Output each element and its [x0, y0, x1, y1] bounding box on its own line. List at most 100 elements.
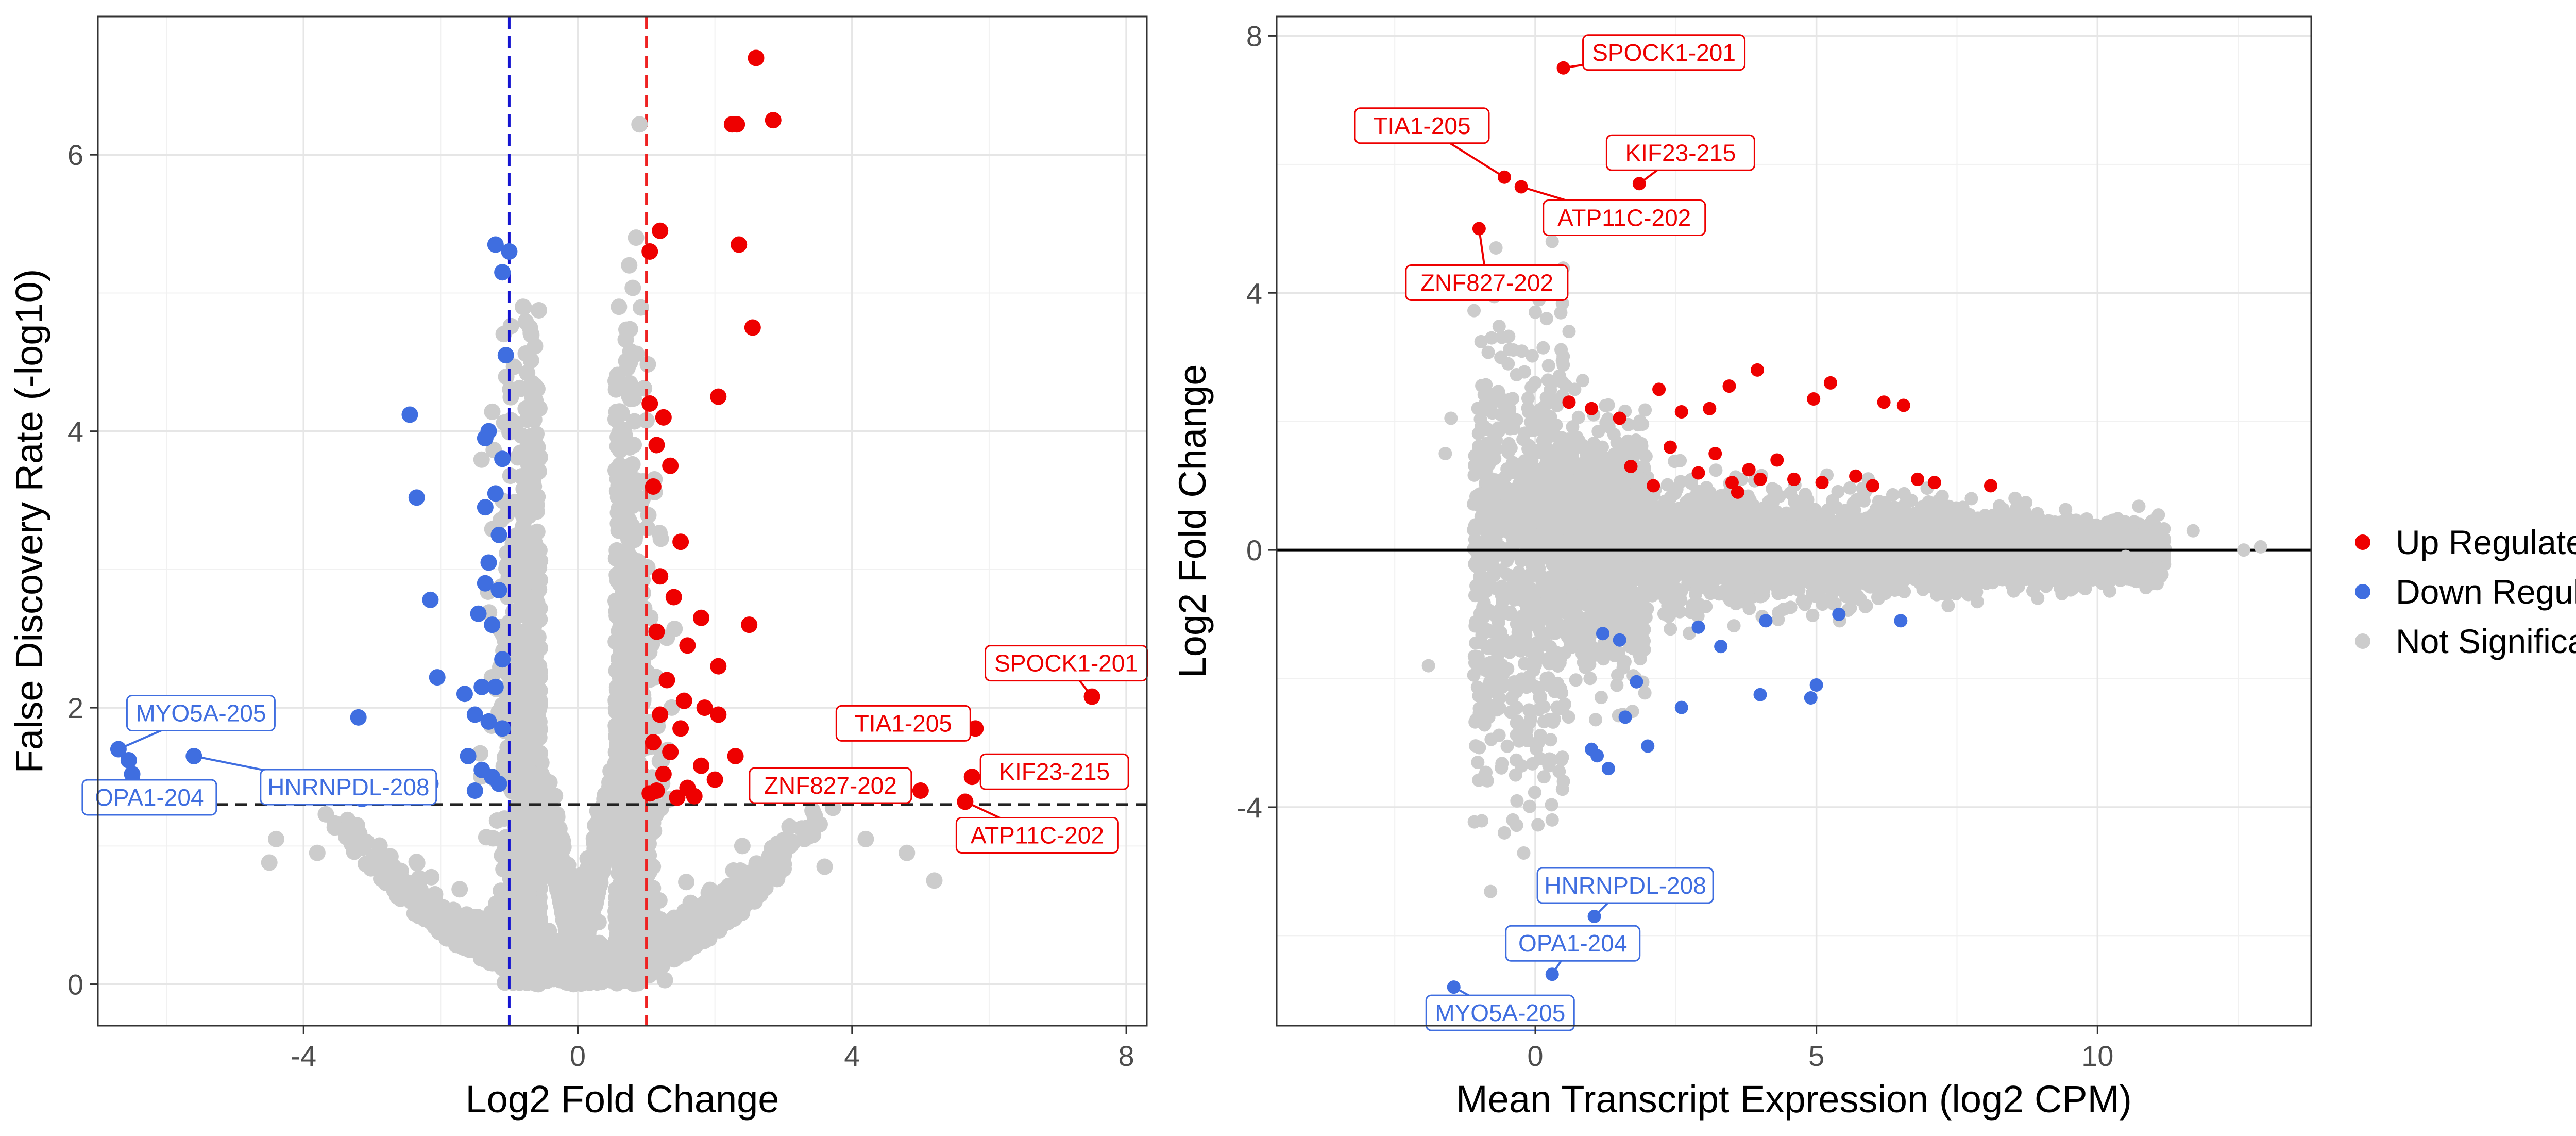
ns-point [529, 851, 546, 868]
ns-point [549, 806, 566, 823]
ns-point [633, 804, 650, 821]
ns-point [616, 783, 633, 800]
ns-point [317, 806, 334, 823]
ns-point [619, 545, 636, 562]
ns-point [423, 868, 440, 886]
ns-point [518, 505, 535, 522]
ns-point [492, 512, 509, 529]
ns-point [551, 865, 568, 882]
ns-point [804, 802, 821, 819]
ns-point [484, 403, 501, 420]
ns-point [507, 720, 524, 737]
ns-point [725, 862, 742, 879]
volcano-plot: SPOCK1-201TIA1-205ZNF827-202KIF23-215ATP… [8, 15, 1148, 1121]
ns-point [514, 738, 531, 755]
ns-point [502, 412, 519, 429]
ns-point [592, 824, 609, 841]
ns-point [515, 795, 532, 812]
ns-point [451, 881, 468, 898]
ns-point [619, 700, 636, 717]
ns-point [544, 844, 561, 861]
ns-point [488, 812, 505, 829]
ns-point [519, 474, 536, 491]
ns-point [618, 459, 635, 476]
ns-point [652, 530, 669, 547]
ns-point [614, 803, 631, 820]
ns-point [526, 686, 543, 703]
ns-point [519, 658, 536, 675]
ns-point [656, 972, 673, 989]
ns-point [393, 888, 410, 905]
ns-point [639, 356, 656, 373]
ns-point [530, 817, 547, 834]
ns-point [626, 413, 643, 430]
ns-point [610, 745, 627, 762]
ns-point [555, 903, 572, 920]
ns-point [406, 874, 423, 891]
ns-point [513, 380, 530, 397]
ns-point [624, 279, 641, 296]
ns-point [625, 756, 642, 773]
ns-point [521, 763, 538, 780]
ns-point [620, 575, 637, 592]
ns-point [512, 444, 529, 461]
ns-point [516, 527, 533, 544]
ns-point [639, 883, 656, 900]
ns-point [632, 299, 649, 316]
ns-point [578, 898, 595, 915]
ns-point [618, 683, 635, 700]
ns-point [524, 720, 541, 737]
ns-point [523, 607, 540, 624]
ns-point [494, 847, 511, 864]
ns-point [531, 669, 548, 686]
ns-point [632, 495, 649, 512]
ns-point [625, 390, 642, 407]
ns-point [632, 844, 649, 861]
ns-point [574, 866, 591, 883]
ns-point [522, 873, 539, 890]
ns-point [613, 405, 630, 422]
ns-point [632, 920, 649, 937]
ns-point [609, 428, 626, 445]
ns-point [408, 854, 425, 871]
ns-point [473, 451, 490, 468]
ns-point [608, 819, 625, 836]
ns-point [636, 380, 653, 397]
ns-point [532, 572, 549, 589]
ns-point [590, 914, 607, 931]
ns-point [608, 837, 625, 854]
ns-point [616, 515, 633, 532]
ns-point [651, 912, 668, 929]
ns-point [615, 719, 632, 736]
ns-point [613, 476, 630, 493]
ns-point [519, 409, 536, 426]
ns-point [626, 531, 643, 548]
ns-point [614, 893, 631, 910]
ns-point [522, 892, 539, 909]
ns-point [486, 915, 503, 932]
ns-point [769, 835, 786, 852]
ns-point [522, 428, 539, 445]
ns-point [634, 861, 651, 878]
ns-point [575, 885, 592, 902]
ns-point [618, 353, 635, 370]
ns-point [527, 831, 544, 848]
ns-point [636, 600, 653, 617]
ns-point [607, 381, 624, 398]
ns-point [527, 392, 544, 409]
ns-point [509, 752, 526, 769]
ns-point [647, 807, 664, 824]
ns-point [509, 896, 526, 913]
ns-point [781, 818, 798, 835]
volcano-not-significant-cloud [317, 279, 841, 993]
ns-point [748, 855, 765, 872]
ns-point [478, 829, 495, 846]
ns-point [511, 673, 528, 690]
ns-point [641, 644, 658, 661]
ns-point [612, 442, 629, 459]
ns-point [531, 302, 548, 319]
ns-point [611, 759, 628, 776]
ns-point [616, 629, 633, 646]
ns-point [526, 627, 543, 644]
